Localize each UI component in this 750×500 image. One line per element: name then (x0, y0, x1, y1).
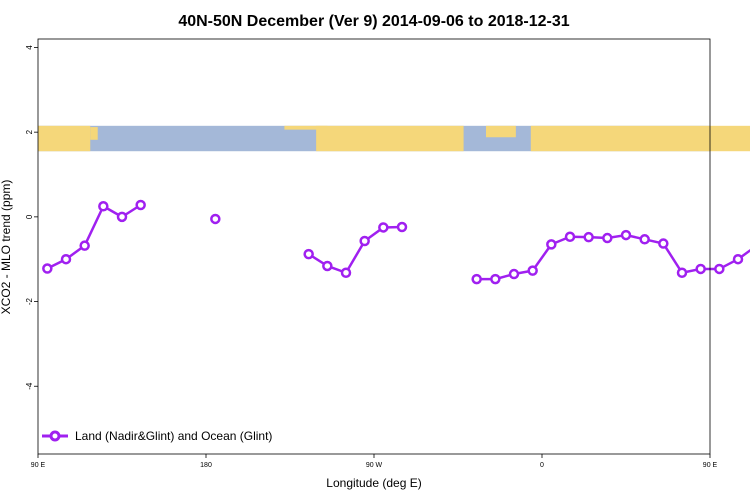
legend: Land (Nadir&Glint) and Ocean (Glint) (42, 429, 272, 443)
data-point (42, 263, 53, 274)
data-point (639, 234, 650, 245)
data-point (676, 267, 688, 279)
data-point (527, 265, 538, 276)
x-tick-label: 90 E (703, 462, 718, 469)
x-tick-label: 0 (540, 462, 544, 469)
data-point (60, 253, 72, 265)
data-point (359, 235, 370, 247)
world-map-band (38, 125, 750, 152)
data-point (732, 253, 744, 265)
map-land (38, 125, 91, 152)
series-line (476, 233, 750, 281)
series-layer (42, 199, 750, 285)
y-tick-label: 2 (25, 129, 34, 134)
map-land (530, 125, 710, 152)
plot-frame (37, 38, 711, 455)
x-axis-ticks: 90 E 180 90 W 0 90 E (31, 454, 718, 469)
data-point (658, 238, 669, 249)
data-point (564, 231, 576, 243)
data-point (79, 240, 90, 251)
map-land (90, 127, 98, 140)
data-point (135, 199, 146, 211)
y-tick-label: 4 (25, 45, 34, 50)
x-axis-label: Longitude (deg E) (326, 476, 421, 490)
x-tick-label: 90 E (31, 462, 46, 469)
data-point (620, 229, 632, 241)
y-tick-label: -4 (25, 382, 34, 390)
y-tick-label: -2 (25, 297, 34, 305)
data-point (378, 222, 389, 233)
data-point (210, 213, 221, 225)
data-point (116, 211, 128, 223)
data-point (471, 273, 482, 285)
data-point (303, 248, 314, 260)
legend-marker (49, 430, 61, 442)
data-point (98, 201, 109, 212)
y-tick-label: 0 (25, 214, 34, 219)
data-point (602, 232, 613, 244)
y-axis-label: XCO2 - MLO trend (ppm) (0, 180, 13, 315)
data-point (490, 273, 501, 285)
data-point (508, 268, 520, 280)
data-point (396, 221, 408, 233)
data-point (322, 260, 333, 272)
data-point (714, 263, 725, 275)
legend-label: Land (Nadir&Glint) and Ocean (Glint) (75, 429, 272, 443)
data-point (583, 231, 594, 243)
map-land (284, 125, 328, 130)
chart-title: 40N-50N December (Ver 9) 2014-09-06 to 2… (178, 13, 569, 30)
data-point (695, 263, 706, 275)
data-point (340, 267, 352, 279)
x-tick-label: 180 (200, 462, 212, 469)
y-axis-ticks: -4 -2 0 2 4 (25, 45, 38, 390)
map-land (316, 125, 464, 152)
map-land (486, 125, 516, 138)
data-point (546, 239, 557, 250)
map-land (710, 125, 750, 152)
x-tick-label: 90 W (366, 462, 383, 469)
